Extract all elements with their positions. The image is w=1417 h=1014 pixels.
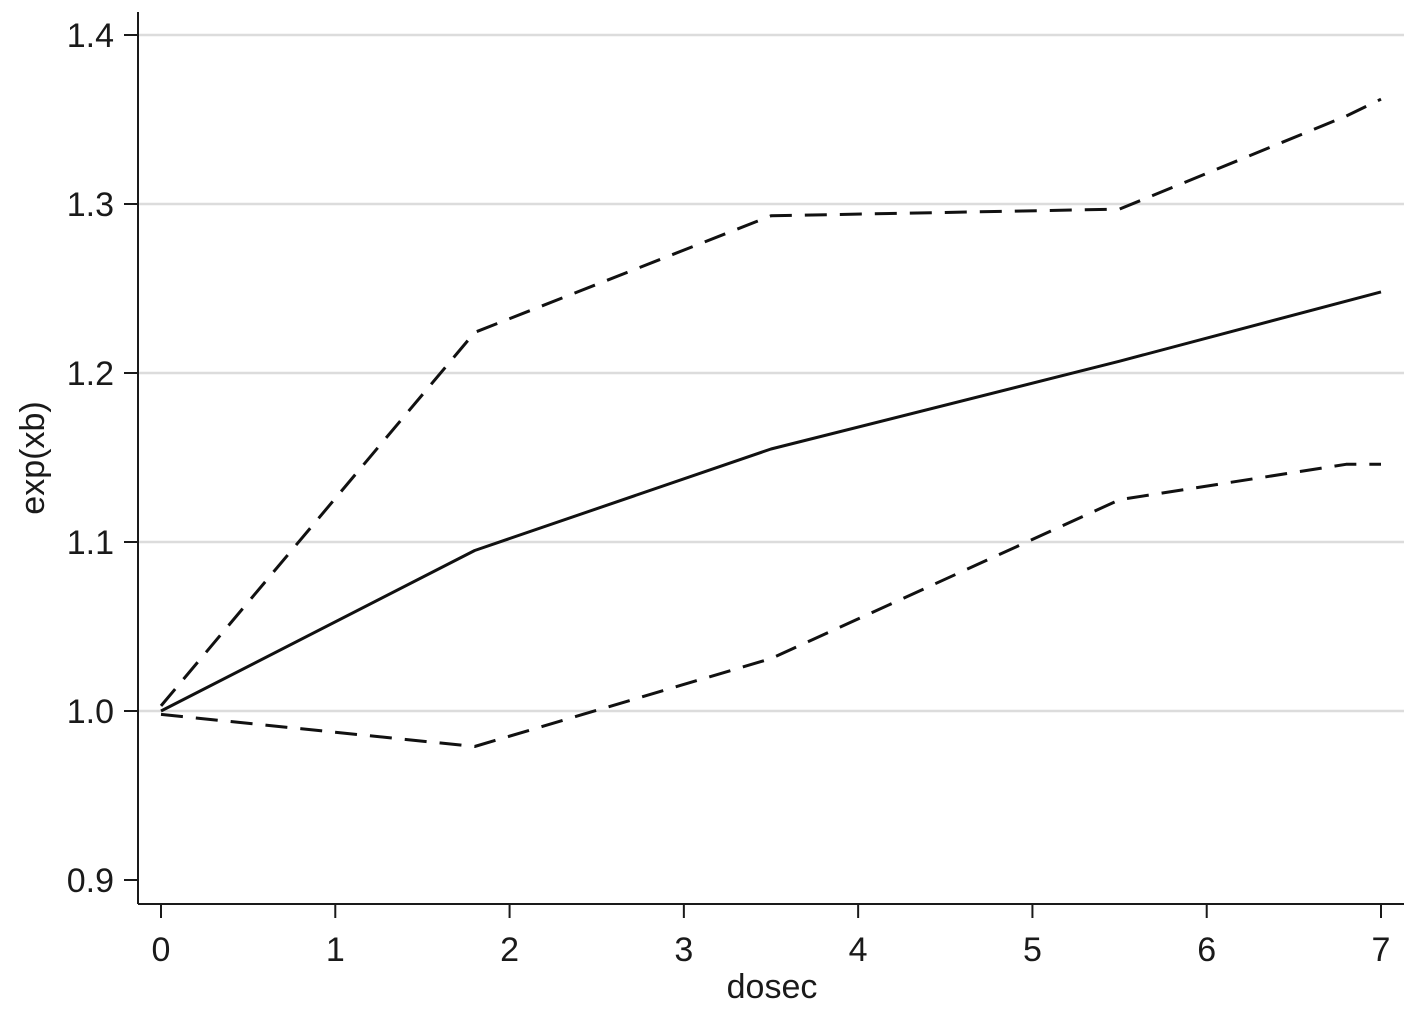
y-tick-label: 1.0 bbox=[67, 693, 114, 731]
y-tick-label: 1.1 bbox=[67, 524, 114, 562]
y-axis-title: exp(xb) bbox=[14, 401, 52, 514]
y-tick-label: 1.2 bbox=[67, 355, 114, 393]
x-axis-title: dosec bbox=[727, 968, 818, 1006]
y-tick-label: 0.9 bbox=[67, 862, 114, 900]
x-tick-label: 1 bbox=[326, 931, 345, 969]
x-tick-label: 6 bbox=[1197, 931, 1216, 969]
x-tick-label: 4 bbox=[849, 931, 868, 969]
x-tick-label: 2 bbox=[500, 931, 519, 969]
x-tick-label: 7 bbox=[1372, 931, 1391, 969]
axes bbox=[137, 12, 1404, 905]
ticks: 0.9 1.0 1.1 1.2 1.3 1.4 0 1 2 3 4 5 6 7 bbox=[67, 17, 1391, 969]
y-tick-label: 1.3 bbox=[67, 186, 114, 224]
x-tick-label: 3 bbox=[674, 931, 693, 969]
upper-ci-line bbox=[159, 97, 1382, 707]
x-tick-label: 0 bbox=[152, 931, 171, 969]
y-tick-label: 1.4 bbox=[67, 17, 114, 55]
gridlines bbox=[138, 33, 1404, 713]
lower-ci-line bbox=[160, 462, 1381, 748]
estimate-line bbox=[160, 290, 1382, 713]
x-tick-label: 5 bbox=[1023, 931, 1042, 969]
series bbox=[159, 97, 1382, 748]
